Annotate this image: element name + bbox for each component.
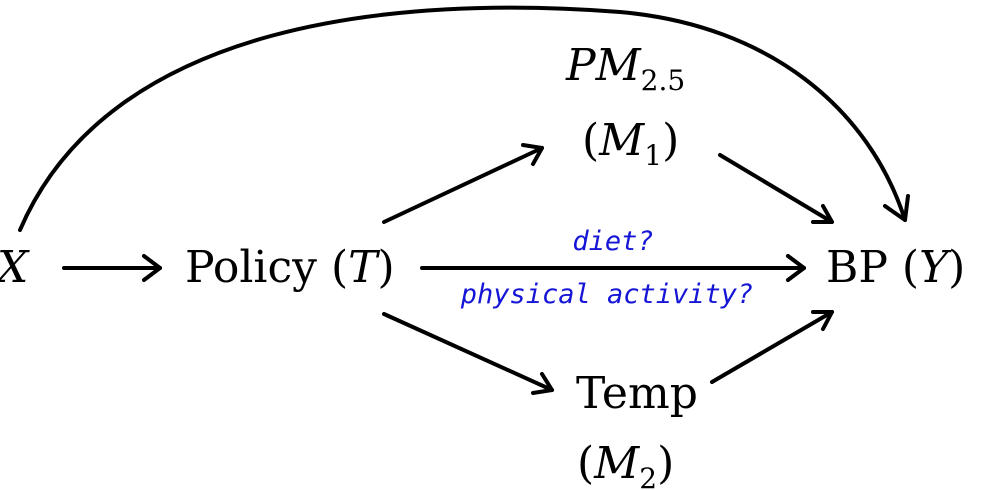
node-temp-paren-open: ( (577, 438, 594, 489)
node-x-label: X (0, 242, 30, 293)
edge-policy-temp-line (382, 312, 554, 392)
node-bp-close: ) (948, 242, 965, 293)
node-temp-var: (M2) (577, 438, 674, 490)
node-policy-label: Policy (T) (185, 242, 395, 293)
node-policy-close: ) (377, 242, 394, 293)
node-pm25-label: PM2.5 (565, 40, 685, 97)
node-pm25-paren-open: ( (582, 115, 599, 166)
node-bp-label: BP (Y) (826, 242, 965, 293)
node-policy-var: T (348, 242, 381, 293)
edge-temp-bp-arrowhead (811, 310, 834, 331)
edge-pm25-bp (718, 153, 834, 224)
edge-x-bp-curve (18, 5, 910, 232)
edge-policy-pm25-arrowhead (521, 143, 544, 166)
edge-x-policy-arrowhead (142, 254, 162, 282)
node-policy: Policy (T) (185, 242, 395, 293)
edge-policy-temp-arrowhead (531, 372, 554, 395)
node-temp-var-name: M (593, 438, 640, 489)
edge-temp-bp (710, 310, 834, 384)
edge-label-diet: diet? (572, 226, 653, 257)
node-pm25-var: (M1) (582, 115, 679, 172)
edge-policy-temp (382, 312, 554, 395)
node-pm25-var-sub: 1 (644, 139, 662, 172)
edge-pm25-bp-line (718, 153, 834, 224)
node-pm25-var-name: M (598, 115, 645, 166)
edge-policy-bp-arrowhead (786, 254, 806, 282)
node-temp-paren-close: ) (657, 438, 674, 489)
edge-pm25-bp-arrowhead (811, 204, 834, 224)
edge-x-bp-curve-path (18, 5, 907, 232)
node-pm25-name: PM (565, 40, 642, 91)
node-temp-var-sub: 2 (639, 462, 657, 490)
node-pm25-paren-close: ) (662, 115, 679, 166)
edge-policy-bp (420, 254, 806, 282)
node-pm25-sub: 2.5 (641, 64, 686, 97)
edge-x-bp-curve-arrowhead (883, 194, 910, 222)
node-x: X (0, 242, 30, 293)
node-pm25: PM2.5 (M1) (565, 40, 685, 172)
node-temp-label: Temp (576, 368, 698, 419)
node-bp: BP (Y) (826, 242, 965, 293)
node-bp-text: BP ( (826, 242, 919, 293)
node-bp-var: Y (919, 242, 952, 293)
node-policy-text: Policy ( (185, 242, 348, 293)
node-temp: Temp (M2) (576, 368, 698, 490)
edge-policy-pm25-line (382, 146, 544, 224)
edge-temp-bp-line (710, 310, 834, 384)
edge-policy-pm25 (382, 143, 544, 224)
edge-label-physical-activity: physical activity? (460, 279, 754, 310)
edge-x-policy (62, 254, 162, 282)
